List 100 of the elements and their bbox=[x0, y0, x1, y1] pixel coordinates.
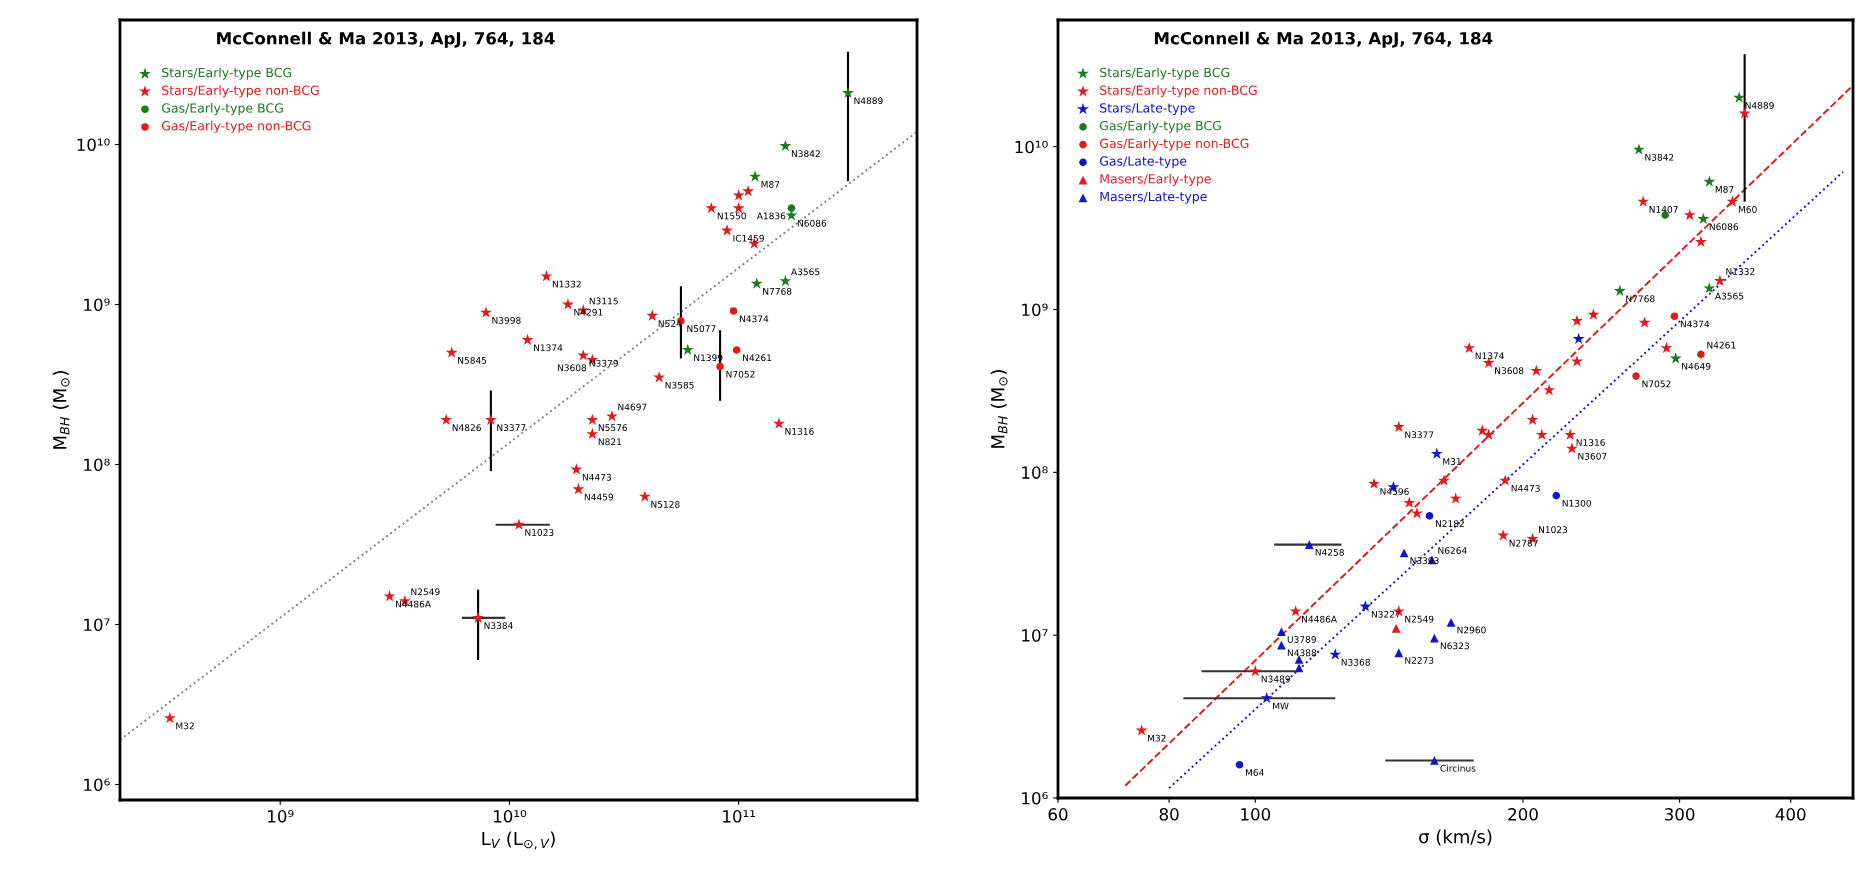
annotation: M64 bbox=[1245, 769, 1264, 776]
annotation: N3227 bbox=[1371, 610, 1400, 618]
annotation: N3489 bbox=[1261, 675, 1290, 683]
annotation: N1300 bbox=[1562, 499, 1591, 507]
annotation: N3368 bbox=[1341, 658, 1370, 666]
legend-label: Stars/Early-type non-BCG bbox=[1100, 85, 1257, 98]
annotation: N1023 bbox=[525, 529, 554, 536]
annotation: N2273 bbox=[1405, 657, 1434, 664]
annotation: A3565 bbox=[791, 268, 820, 276]
legend-label: Stars/Late-type bbox=[1100, 103, 1195, 116]
annotation: N7052 bbox=[726, 370, 755, 378]
y-axis-title: M$_{BH}$ (M$_{⊙}$) bbox=[52, 371, 70, 449]
annotation: M32 bbox=[176, 722, 194, 730]
text: McConnell & Ma 2013, ApJ, 764, 184 bbox=[217, 31, 555, 48]
annotation: N3585 bbox=[665, 381, 694, 389]
annotation: N1316 bbox=[1576, 439, 1605, 446]
x-tick-label: 100 bbox=[1241, 808, 1271, 821]
annotation: N2549 bbox=[411, 588, 440, 596]
annotation: N3608 bbox=[557, 364, 587, 372]
annotation: N4889 bbox=[854, 97, 883, 105]
annotation: N1407 bbox=[1649, 205, 1678, 213]
annotation: N1316 bbox=[785, 427, 814, 435]
annotation: N3608 bbox=[1495, 367, 1524, 375]
annotation: N2549 bbox=[1405, 615, 1434, 623]
annotation: N1332 bbox=[552, 280, 581, 288]
y-tick-label: 10⁶ bbox=[84, 778, 110, 792]
x-tick-label: 10¹¹ bbox=[723, 810, 756, 823]
legend-label: Masers/Late-type bbox=[1100, 191, 1207, 204]
y-tick-label: 10¹⁰ bbox=[77, 138, 110, 152]
annotation: N821 bbox=[598, 438, 622, 446]
annotation: N4697 bbox=[618, 403, 647, 411]
annotation: N1332 bbox=[1726, 268, 1755, 275]
annotation: N7768 bbox=[763, 287, 792, 295]
y-tick-label: 10⁹ bbox=[84, 298, 110, 312]
annotation: N7052 bbox=[1642, 380, 1671, 388]
annotation: N4258 bbox=[1315, 548, 1344, 556]
legend-label: Stars/Early-type BCG bbox=[162, 67, 292, 80]
annotation: N3607 bbox=[1578, 452, 1607, 460]
annotation: N4649 bbox=[1682, 362, 1711, 370]
annotation: N3377 bbox=[497, 424, 526, 432]
x-tick-label: 200 bbox=[1508, 808, 1538, 821]
x-tick-label: 10¹⁰ bbox=[493, 810, 527, 823]
annotation: MW bbox=[1273, 702, 1289, 710]
annotation: N2787 bbox=[1509, 539, 1538, 547]
annotation: N3115 bbox=[589, 297, 618, 305]
annotation: N5077 bbox=[687, 325, 716, 333]
y-tick-label: 10⁸ bbox=[84, 458, 110, 472]
legend-label: Stars/Early-type non-BCG bbox=[162, 85, 319, 98]
x-tick-label: 300 bbox=[1664, 808, 1695, 821]
legend-label: Gas/Late-type bbox=[1099, 156, 1187, 169]
annotation: N2960 bbox=[1457, 626, 1486, 634]
legend-label: Gas/Early-type non-BCG bbox=[161, 120, 311, 133]
annotation: A3565 bbox=[1714, 292, 1744, 300]
annotation: N3998 bbox=[492, 316, 521, 324]
annotation: N2182 bbox=[1435, 520, 1464, 528]
annotation: N5128 bbox=[651, 500, 680, 508]
annotation: N6264 bbox=[1438, 547, 1467, 554]
y-axis-title: M$_{BH}$ (M$_{⊙}$) bbox=[990, 370, 1008, 448]
y-tick-label: 10⁶ bbox=[1022, 791, 1048, 805]
x-tick-label: 80 bbox=[1159, 808, 1179, 821]
legend-label: Gas/Early-type non-BCG bbox=[1099, 138, 1249, 151]
legend-label: Gas/Early-type BCG bbox=[1099, 120, 1221, 133]
legend-label: Masers/Early-type bbox=[1100, 173, 1211, 186]
annotation: N4374 bbox=[1680, 320, 1710, 328]
annotation: N1374 bbox=[1475, 352, 1504, 360]
annotation: N7768 bbox=[1626, 295, 1655, 303]
x-tick-label: 400 bbox=[1775, 808, 1806, 821]
annotation: U3789 bbox=[1287, 636, 1316, 643]
annotation: N5845 bbox=[458, 356, 487, 364]
annotation: N3842 bbox=[791, 150, 820, 158]
annotation: N1374 bbox=[534, 344, 563, 352]
y-tick-label: 10⁹ bbox=[1022, 303, 1048, 317]
x-axis-title: σ (km/s) bbox=[1419, 829, 1492, 846]
annotation: N4596 bbox=[1380, 488, 1409, 495]
x-tick-label: 60 bbox=[1048, 808, 1068, 821]
annotation: N4261 bbox=[1707, 341, 1736, 349]
annotation: N6086 bbox=[1709, 223, 1739, 231]
annotation: M87 bbox=[761, 180, 780, 188]
annotation: N1550 bbox=[717, 212, 746, 220]
x-tick-label: 10⁹ bbox=[268, 810, 294, 823]
annotation: N3384 bbox=[484, 622, 513, 630]
y-tick-label: 10¹⁰ bbox=[1015, 140, 1048, 154]
annotation: N4473 bbox=[1511, 484, 1540, 492]
y-tick-label: 10⁷ bbox=[1022, 629, 1048, 642]
annotation: M32 bbox=[1148, 734, 1166, 742]
legend-label: Stars/Early-type BCG bbox=[1100, 67, 1230, 80]
y-tick-label: 10⁸ bbox=[1022, 466, 1048, 479]
annotation: N3379 bbox=[589, 359, 618, 367]
annotation: N4473 bbox=[582, 473, 611, 481]
annotation: N5576 bbox=[598, 424, 628, 432]
y-tick-label: 10⁷ bbox=[84, 618, 110, 632]
annotation: M60 bbox=[1738, 205, 1757, 213]
legend-label: Gas/Early-type BCG bbox=[161, 103, 283, 116]
annotation: Circinus bbox=[1440, 764, 1476, 772]
x-axis-title: L$_{V}$ (L$_{⊙,V}$) bbox=[482, 831, 555, 850]
text: McConnell & Ma 2013, ApJ, 764, 184 bbox=[1154, 31, 1493, 48]
annotation: N4459 bbox=[584, 493, 614, 501]
annotation: N4486A bbox=[1302, 615, 1337, 623]
annotation: IC1459 bbox=[733, 234, 764, 242]
annotation: M31 bbox=[1443, 458, 1461, 465]
